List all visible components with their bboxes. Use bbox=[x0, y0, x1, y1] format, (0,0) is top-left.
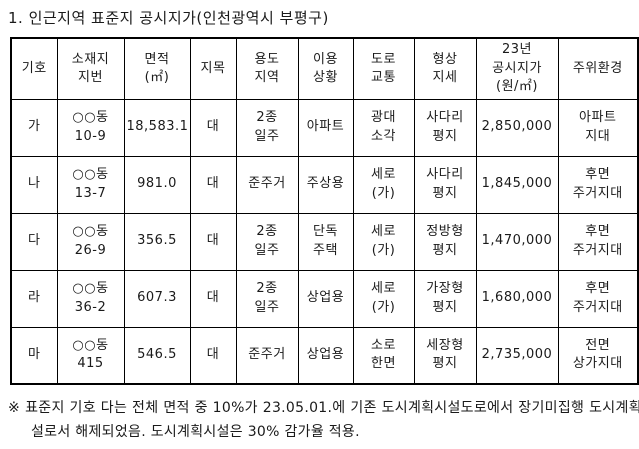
table-row: 라 ○○동 36-2 607.3 대 2종 일주 상업용 세로 (가) 가장형 평지 1,680… bbox=[10, 269, 639, 328]
cell-environment: 아파트 지대 bbox=[557, 98, 639, 157]
cell-price-2023: 1,845,000 bbox=[475, 155, 559, 214]
cell-symbol: 라 bbox=[10, 269, 58, 328]
cell-road: 소로 한면 bbox=[352, 326, 415, 385]
cell-road: 세로 (가) bbox=[352, 212, 415, 271]
cell-usage: 단독 주택 bbox=[297, 212, 354, 271]
cell-category: 대 bbox=[189, 155, 237, 214]
table-row: 다 ○○동 26-9 356.5 대 2종 일주 단독 주택 세로 (가) 정방형 평지 1,4… bbox=[10, 212, 639, 271]
cell-shape: 사다리 평지 bbox=[413, 98, 477, 157]
cell-area: 546.5 bbox=[123, 326, 191, 385]
column-header-symbol: 기호 bbox=[10, 37, 58, 100]
cell-category: 대 bbox=[189, 269, 237, 328]
column-header-environment: 주위환경 bbox=[557, 37, 639, 100]
cell-area: 18,583.1 bbox=[123, 98, 191, 157]
cell-lot-number: ○○동 26-9 bbox=[56, 212, 125, 271]
table-row: 가 ○○동 10-9 18,583.1 대 2종 일주 아파트 광대 소각 사다리 평지 2,8… bbox=[10, 98, 639, 157]
cell-symbol: 마 bbox=[10, 326, 58, 385]
cell-road: 세로 (가) bbox=[352, 269, 415, 328]
cell-area: 981.0 bbox=[123, 155, 191, 214]
cell-environment: 후면 주거지대 bbox=[557, 269, 639, 328]
cell-road: 세로 (가) bbox=[352, 155, 415, 214]
cell-usage: 상업용 bbox=[297, 326, 354, 385]
cell-price-2023: 2,850,000 bbox=[475, 98, 559, 157]
footnote-text: 표준지 기호 다는 전체 면적 중 10%가 23.05.01.에 기존 도시계… bbox=[25, 400, 639, 440]
cell-environment: 후면 주거지대 bbox=[557, 212, 639, 271]
column-header-category: 지목 bbox=[189, 37, 237, 100]
cell-environment: 전면 상가지대 bbox=[557, 326, 639, 385]
cell-category: 대 bbox=[189, 326, 237, 385]
cell-environment: 후면 주거지대 bbox=[557, 155, 639, 214]
table-row: 마 ○○동 415 546.5 대 준주거 상업용 소로 한면 세장형 평지 2,735,000… bbox=[10, 326, 639, 385]
column-header-area: 면적 (㎡) bbox=[123, 37, 191, 100]
cell-symbol: 다 bbox=[10, 212, 58, 271]
cell-symbol: 가 bbox=[10, 98, 58, 157]
cell-shape: 사다리 평지 bbox=[413, 155, 477, 214]
cell-use-zone: 2종 일주 bbox=[235, 269, 299, 328]
footnote: ※ 표준지 기호 다는 전체 면적 중 10%가 23.05.01.에 기존 도… bbox=[8, 397, 639, 445]
cell-usage: 상업용 bbox=[297, 269, 354, 328]
cell-price-2023: 1,680,000 bbox=[475, 269, 559, 328]
cell-category: 대 bbox=[189, 98, 237, 157]
cell-use-zone: 준주거 bbox=[235, 155, 299, 214]
cell-usage: 아파트 bbox=[297, 98, 354, 157]
cell-area: 607.3 bbox=[123, 269, 191, 328]
table-row: 나 ○○동 13-7 981.0 대 준주거 주상용 세로 (가) 사다리 평지 1,845,0… bbox=[10, 155, 639, 214]
cell-shape: 정방형 평지 bbox=[413, 212, 477, 271]
cell-shape: 세장형 평지 bbox=[413, 326, 477, 385]
cell-price-2023: 1,470,000 bbox=[475, 212, 559, 271]
cell-lot-number: ○○동 415 bbox=[56, 326, 125, 385]
cell-lot-number: ○○동 36-2 bbox=[56, 269, 125, 328]
cell-lot-number: ○○동 10-9 bbox=[56, 98, 125, 157]
column-header-lot-number: 소재지 지번 bbox=[56, 37, 125, 100]
footnote-marker: ※ bbox=[8, 400, 21, 416]
column-header-price-2023: 23년 공시지가 (원/㎡) bbox=[475, 37, 559, 100]
land-price-table: 기호 소재지 지번 면적 (㎡) 지목 용도 지역 이용 상황 도로 교통 형상 지세 23년 … bbox=[10, 37, 639, 385]
cell-symbol: 나 bbox=[10, 155, 58, 214]
cell-area: 356.5 bbox=[123, 212, 191, 271]
column-header-road: 도로 교통 bbox=[352, 37, 415, 100]
cell-use-zone: 2종 일주 bbox=[235, 212, 299, 271]
cell-use-zone: 2종 일주 bbox=[235, 98, 299, 157]
cell-lot-number: ○○동 13-7 bbox=[56, 155, 125, 214]
table-header-row: 기호 소재지 지번 면적 (㎡) 지목 용도 지역 이용 상황 도로 교통 형상 지세 23년 … bbox=[10, 37, 639, 100]
table-body: 가 ○○동 10-9 18,583.1 대 2종 일주 아파트 광대 소각 사다리 평지 2,8… bbox=[10, 98, 639, 385]
column-header-usage: 이용 상황 bbox=[297, 37, 354, 100]
cell-usage: 주상용 bbox=[297, 155, 354, 214]
column-header-use-zone: 용도 지역 bbox=[235, 37, 299, 100]
cell-shape: 가장형 평지 bbox=[413, 269, 477, 328]
cell-category: 대 bbox=[189, 212, 237, 271]
cell-road: 광대 소각 bbox=[352, 98, 415, 157]
page-title: 1. 인근지역 표준지 공시지가(인천광역시 부평구) bbox=[8, 9, 329, 27]
cell-price-2023: 2,735,000 bbox=[475, 326, 559, 385]
column-header-shape: 형상 지세 bbox=[413, 37, 477, 100]
cell-use-zone: 준주거 bbox=[235, 326, 299, 385]
